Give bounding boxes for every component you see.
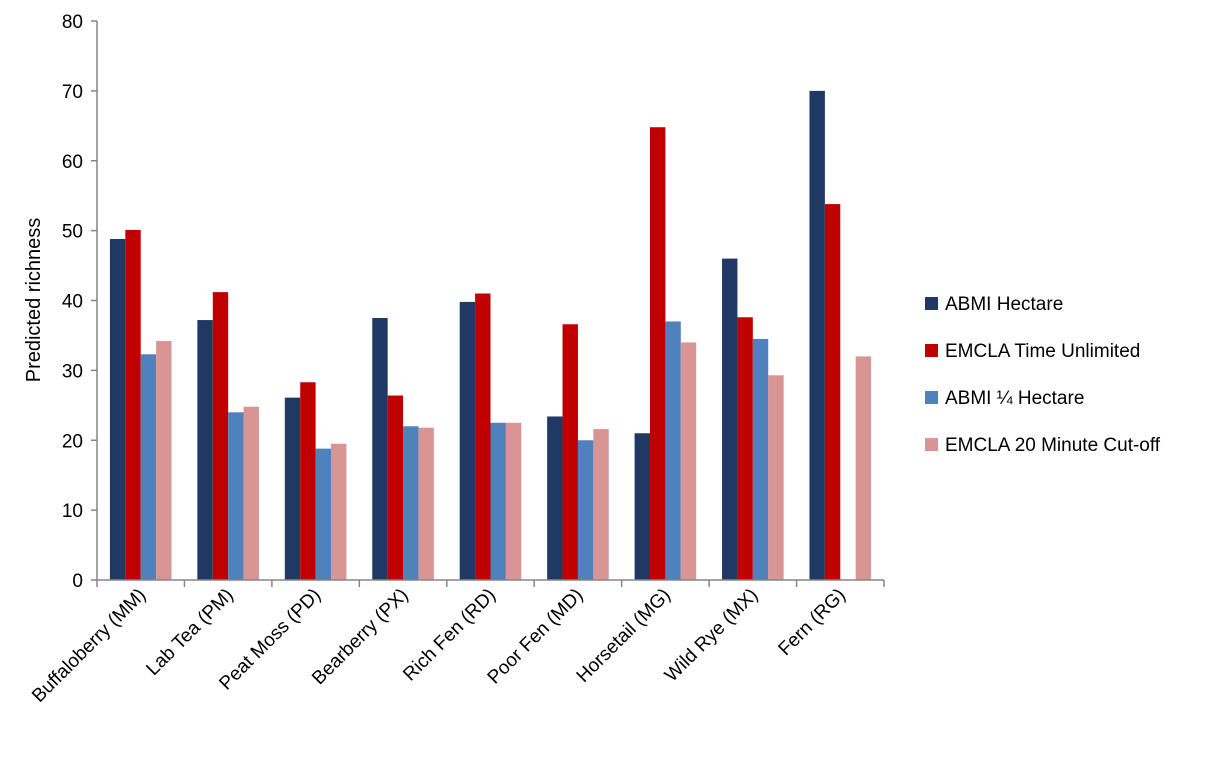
legend-swatch	[925, 297, 938, 310]
x-category-label: Wild Rye (MX)	[661, 585, 762, 686]
bar-3-1	[140, 354, 157, 580]
y-tick-label: 80	[62, 12, 83, 33]
y-axis-title: Predicted richness	[23, 218, 45, 383]
bar-1-9	[809, 90, 825, 581]
bar-4-7	[680, 342, 697, 580]
bar-4-2	[243, 406, 259, 580]
legend-swatch	[925, 344, 938, 357]
bar-3-6	[577, 440, 594, 580]
bar-1-6	[547, 416, 563, 580]
bar-2-9	[824, 204, 841, 580]
bar-2-2	[212, 292, 229, 580]
bar-4-9	[855, 356, 872, 580]
bar-4-8	[768, 375, 784, 580]
bar-2-7	[649, 127, 666, 581]
x-category-label: Fern (RG)	[775, 585, 850, 660]
y-tick-label: 40	[62, 292, 83, 313]
legend-label: EMCLA Time Unlimited	[945, 341, 1140, 362]
bar-3-7	[665, 321, 681, 580]
y-tick-label: 10	[62, 501, 83, 522]
bar-3-2	[228, 412, 244, 580]
y-tick-label: 60	[62, 152, 83, 173]
y-tick-label: 20	[62, 431, 83, 452]
bar-4-3	[331, 443, 347, 580]
bar-4-5	[505, 422, 522, 580]
bar-1-4	[372, 317, 388, 580]
bar-4-4	[418, 427, 434, 580]
bar-3-3	[315, 448, 332, 580]
bar-1-8	[722, 258, 738, 580]
x-category-label: Lab Tea (PM)	[142, 585, 237, 680]
bar-2-6	[562, 324, 578, 580]
bar-2-8	[737, 317, 753, 580]
bar-1-1	[109, 239, 126, 580]
legend-swatch	[925, 391, 938, 404]
bar-4-6	[593, 429, 609, 580]
legend-label: ABMI ¼ Hectare	[945, 388, 1084, 409]
bar-3-4	[403, 426, 419, 580]
bar-1-5	[459, 301, 476, 580]
legend-swatch	[925, 438, 938, 451]
bar-1-2	[197, 320, 213, 580]
bar-2-1	[125, 229, 141, 580]
legend-label: EMCLA 20 Minute Cut-off	[945, 435, 1161, 456]
x-category-label: Horsetail (MG)	[573, 585, 675, 687]
bars-group	[109, 90, 872, 581]
bar-3-8	[752, 338, 769, 580]
bar-1-7	[634, 433, 650, 580]
bar-2-3	[300, 382, 316, 580]
legend-label: ABMI Hectare	[945, 294, 1063, 315]
x-category-label: Buffaloberry (MM)	[28, 585, 150, 707]
y-tick-label: 30	[62, 361, 83, 382]
y-tick-label: 50	[62, 222, 83, 243]
bar-2-4	[387, 395, 404, 580]
y-tick-label: 0	[72, 571, 83, 592]
bar-1-3	[284, 397, 301, 580]
y-tick-label: 70	[62, 82, 83, 103]
bar-4-1	[156, 341, 172, 580]
bar-3-5	[490, 422, 506, 580]
x-axis: Buffaloberry (MM)Lab Tea (PM)Peat Moss (…	[28, 579, 885, 707]
x-category-label: Rich Fen (RD)	[399, 585, 500, 686]
legend: ABMI Hectare EMCLA Time Unlimited ABMI ¼ H…	[925, 294, 1161, 456]
bar-2-5	[475, 293, 491, 580]
y-axis: 0 10 20 30 40 50 60 70 80	[62, 12, 98, 592]
